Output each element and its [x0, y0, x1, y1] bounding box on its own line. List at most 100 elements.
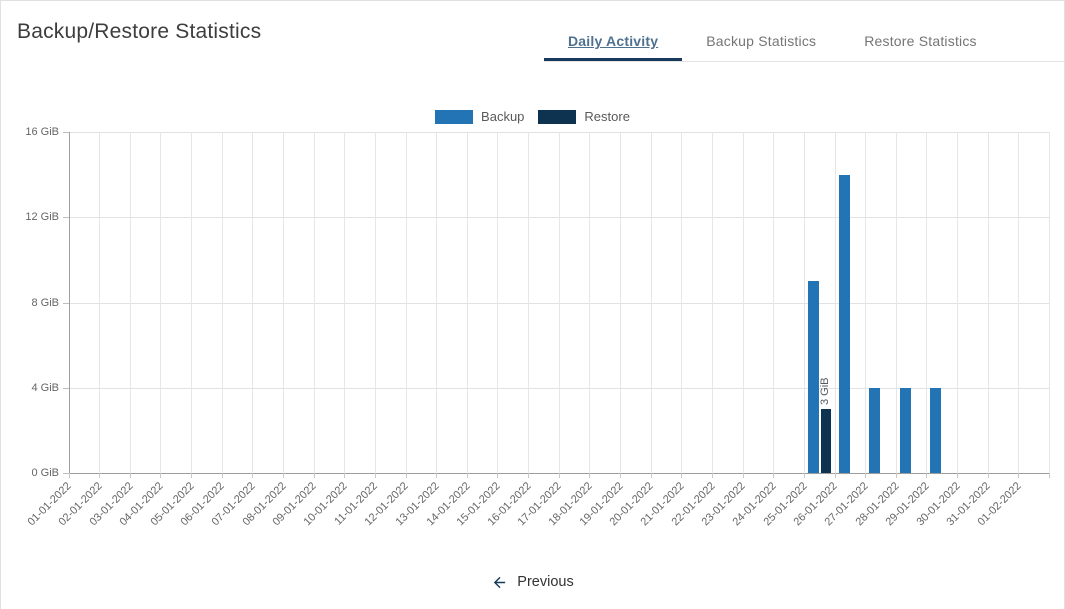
x-axis-tick: [1018, 473, 1020, 478]
y-axis-tick: [62, 473, 69, 474]
x-axis-tick: [497, 473, 499, 478]
v-gridline: [252, 132, 254, 473]
page-title: Backup/Restore Statistics: [17, 20, 262, 43]
v-gridline: [1018, 132, 1020, 473]
y-axis-tick: [62, 132, 69, 133]
y-axis-label: 0 GiB: [31, 467, 59, 479]
v-gridline: [957, 132, 959, 473]
v-gridline: [589, 132, 591, 473]
x-axis-tick: [313, 473, 315, 478]
x-axis-tick: [129, 473, 131, 478]
v-gridline: [497, 132, 499, 473]
x-axis-tick: [895, 473, 897, 478]
x-axis-tick: [436, 473, 438, 478]
v-gridline: [466, 132, 468, 473]
restore-bar: [820, 409, 831, 473]
v-gridline: [650, 132, 652, 473]
previous-button[interactable]: Previous: [1, 571, 1064, 593]
backup-bar: [869, 387, 881, 473]
v-gridline: [313, 132, 315, 473]
x-axis-tick: [773, 473, 775, 478]
x-axis-tick: [528, 473, 530, 478]
x-axis-tick: [865, 473, 867, 478]
y-axis-line: [68, 132, 70, 473]
v-gridline: [436, 132, 438, 473]
x-axis-tick: [650, 473, 652, 478]
x-axis-tick: [99, 473, 101, 478]
x-axis-tick: [711, 473, 713, 478]
backup-bar: [899, 387, 911, 473]
bar-value-label: 3 GiB: [818, 377, 831, 406]
x-axis-tick: [987, 473, 989, 478]
x-axis-tick: [803, 473, 805, 478]
arrow-left-icon: [494, 576, 506, 588]
v-gridline: [221, 132, 223, 473]
x-axis-tick: [252, 473, 254, 478]
tab-restore-statistics[interactable]: Restore Statistics: [864, 33, 977, 49]
backup-bar: [838, 174, 850, 473]
x-axis-tick: [160, 473, 162, 478]
tab-backup-statistics[interactable]: Backup Statistics: [706, 33, 817, 49]
legend-label: Restore: [584, 109, 630, 124]
v-gridline: [895, 132, 897, 473]
v-gridline: [987, 132, 989, 473]
v-gridline: [681, 132, 683, 473]
x-axis-tick: [282, 473, 284, 478]
v-gridline: [191, 132, 193, 473]
v-gridline: [620, 132, 622, 473]
y-axis-tick: [62, 387, 69, 389]
x-axis-tick: [466, 473, 468, 478]
v-gridline: [282, 132, 284, 473]
x-axis-tick: [221, 473, 223, 478]
v-gridline: [129, 132, 131, 473]
x-axis-tick: [68, 473, 70, 478]
v-gridline: [528, 132, 530, 473]
v-gridline: [926, 132, 928, 473]
y-axis-label: 4 GiB: [31, 381, 59, 394]
v-gridline: [1049, 132, 1050, 473]
x-axis-tick: [742, 473, 744, 478]
previous-label: Previous: [517, 574, 574, 590]
x-axis-tick: [1049, 473, 1050, 478]
legend-item-backup: Backup: [435, 109, 524, 124]
legend-swatch-backup: [435, 109, 474, 124]
x-axis-tick: [558, 473, 560, 478]
y-axis-label: 12 GiB: [25, 211, 59, 224]
legend-label: Backup: [481, 109, 525, 124]
backup-bar: [807, 281, 819, 473]
chart-legend: Backup Restore: [1, 109, 1064, 124]
v-gridline: [773, 132, 775, 473]
x-axis-tick: [344, 473, 346, 478]
x-axis-tick: [374, 473, 376, 478]
y-axis-tick: [62, 302, 69, 304]
y-axis-label: 8 GiB: [31, 296, 59, 309]
v-gridline: [558, 132, 560, 473]
v-gridline: [344, 132, 346, 473]
backup-bar: [930, 387, 942, 473]
v-gridline: [742, 132, 744, 473]
x-axis-tick: [405, 473, 407, 478]
v-gridline: [99, 132, 101, 473]
v-gridline: [405, 132, 407, 473]
tab-daily-activity[interactable]: Daily Activity: [544, 1, 683, 61]
tab-bar: Daily Activity Backup Statistics Restore S…: [544, 1, 1064, 62]
x-axis-tick: [957, 473, 959, 478]
y-axis-tick: [62, 217, 69, 219]
x-axis-tick: [681, 473, 683, 478]
x-axis-tick: [589, 473, 591, 478]
y-axis-label: 16 GiB: [25, 126, 59, 138]
v-gridline: [160, 132, 162, 473]
v-gridline: [374, 132, 376, 473]
v-gridline: [711, 132, 713, 473]
legend-swatch-restore: [538, 109, 577, 124]
v-gridline: [803, 132, 805, 473]
x-axis-tick: [926, 473, 928, 478]
v-gridline: [834, 132, 836, 473]
x-axis-tick: [834, 473, 836, 478]
v-gridline: [865, 132, 867, 473]
legend-item-restore: Restore: [538, 109, 630, 124]
x-axis-tick: [620, 473, 622, 478]
x-axis-tick: [191, 473, 193, 478]
